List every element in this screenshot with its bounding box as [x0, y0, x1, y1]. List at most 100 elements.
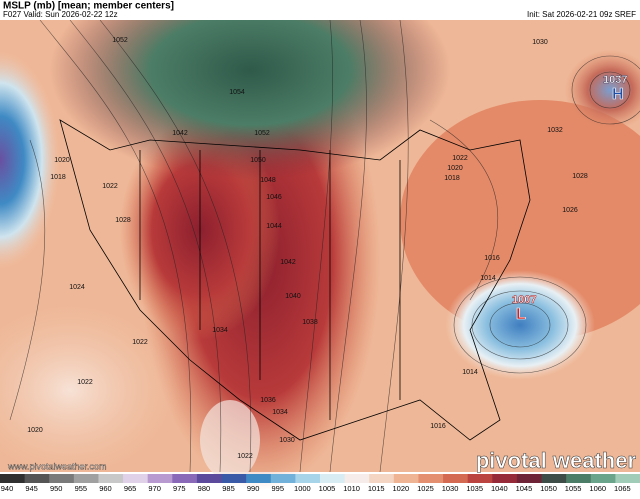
isobar-label: 1030	[532, 39, 548, 46]
colorbar-swatch	[123, 474, 149, 483]
colorbar-swatch	[172, 474, 198, 483]
colorbar-label: 1030	[442, 484, 459, 493]
colorbar-swatch	[418, 474, 444, 483]
colorbar-label: 1040	[491, 484, 508, 493]
high-value: 1037	[603, 74, 627, 86]
isobar-label: 1052	[112, 37, 128, 44]
colorbar-label: 1005	[319, 484, 336, 493]
colorbar-label: 1035	[466, 484, 483, 493]
colorbar-swatch	[492, 474, 518, 483]
isobar-label: 1020	[54, 157, 70, 164]
colorbar-swatch	[393, 474, 419, 483]
colorbar-swatch	[369, 474, 395, 483]
isobar-label: 1022	[77, 379, 93, 386]
colorbar-swatch	[344, 474, 370, 483]
colorbar-swatch	[147, 474, 173, 483]
isobar-label: 1014	[462, 369, 478, 376]
isobar-label: 1020	[447, 165, 463, 172]
isobar-label: 1018	[444, 175, 460, 182]
isobar-label: 1036	[260, 397, 276, 404]
shade	[0, 300, 180, 480]
valid-time: F027 Valid: Sun 2026-02-22 12z	[3, 10, 118, 19]
colorbar-label: 995	[272, 484, 285, 493]
colorbar: 940 945 950 955 960 965 970 975 980 985 990 995 1000…	[0, 474, 640, 493]
colorbar-label: 1045	[516, 484, 533, 493]
high-symbol: H	[612, 86, 624, 103]
isobar-label: 1054	[229, 89, 245, 96]
isobar-label: 1014	[480, 275, 496, 282]
colorbar-swatch	[467, 474, 493, 483]
colorbar-label: 980	[198, 484, 211, 493]
colorbar-swatch	[590, 474, 616, 483]
colorbar-swatch	[615, 474, 640, 483]
isobar-label: 1052	[254, 130, 270, 137]
colorbar-label: 940	[1, 484, 14, 493]
shade	[400, 100, 640, 340]
shade	[200, 400, 260, 480]
isobar-label: 1024	[69, 284, 85, 291]
colorbar-label: 955	[75, 484, 88, 493]
isobar-label: 1044	[266, 223, 282, 230]
colorbar-swatch	[443, 474, 469, 483]
isobar-label: 1028	[115, 217, 131, 224]
isobar-label: 1018	[50, 174, 66, 181]
colorbar-label: 1020	[393, 484, 410, 493]
colorbar-swatch	[270, 474, 296, 483]
low-symbol: L	[516, 306, 526, 323]
colorbar-swatch	[541, 474, 567, 483]
isobar-label: 1030	[279, 437, 295, 444]
isobar-label: 1050	[250, 157, 266, 164]
shade	[50, 0, 450, 180]
colorbar-label: 1055	[565, 484, 582, 493]
colorbar-swatch	[0, 474, 26, 483]
colorbar-label: 960	[99, 484, 112, 493]
isobar-label: 1046	[266, 194, 282, 201]
colorbar-label: 1060	[589, 484, 606, 493]
isobar-label: 1034	[212, 327, 228, 334]
isobar-labels: 1052 1054 1042 1052 1050 1048 1046 1044 1042 1040…	[27, 37, 588, 460]
colorbar-swatch	[221, 474, 247, 483]
colorbar-swatch	[566, 474, 592, 483]
isobar-label: 1026	[562, 207, 578, 214]
title: MSLP (mb) [mean; member centers]	[3, 1, 174, 12]
isobar-label: 1032	[547, 127, 563, 134]
watermark-url: www.pivotalweather.com	[7, 461, 107, 471]
isobar-label: 1038	[302, 319, 318, 326]
low-value: 1007	[512, 294, 536, 306]
colorbar-swatch	[49, 474, 75, 483]
isobar-label: 1022	[452, 155, 468, 162]
isobar-label: 1048	[260, 177, 276, 184]
isobar-label: 1042	[172, 130, 188, 137]
isobar-label: 1016	[484, 255, 500, 262]
isobar-label: 1042	[280, 259, 296, 266]
colorbar-label: 1025	[417, 484, 434, 493]
isobar-label: 1022	[102, 183, 118, 190]
colorbar-label: 1015	[368, 484, 385, 493]
colorbar-label: 975	[173, 484, 186, 493]
isobar-label: 1028	[572, 173, 588, 180]
colorbar-label: 965	[124, 484, 137, 493]
colorbar-label: 950	[50, 484, 63, 493]
colorbar-swatch	[516, 474, 543, 483]
boundaries	[59, 119, 531, 441]
isobar-label: 1022	[132, 339, 148, 346]
colorbar-swatch	[98, 474, 124, 483]
colorbar-label: 1050	[540, 484, 557, 493]
isobar-label: 1040	[285, 293, 301, 300]
colorbar-label: 1000	[294, 484, 311, 493]
colorbar-swatch	[295, 474, 321, 483]
colorbar-label: 1065	[614, 484, 631, 493]
colorbar-swatch	[24, 474, 50, 483]
colorbar-label: 1010	[343, 484, 360, 493]
shade	[445, 270, 595, 380]
isobars	[9, 19, 640, 473]
colorbar-swatch	[246, 474, 272, 483]
isobar-label: 1020	[27, 427, 43, 434]
header-bar	[0, 0, 640, 20]
brand: pivotal weather	[476, 448, 637, 473]
colorbar-swatch	[196, 474, 223, 483]
colorbar-label: 985	[222, 484, 235, 493]
colorbar-swatch	[73, 474, 99, 483]
